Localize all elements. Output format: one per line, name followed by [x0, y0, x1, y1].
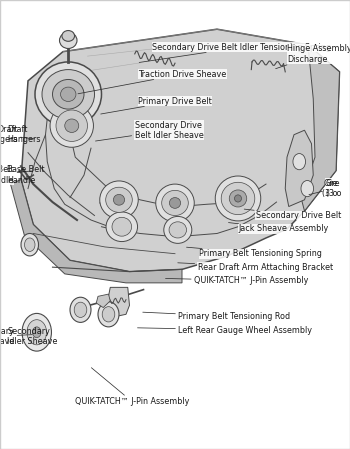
Text: Jack Sheave Assembly: Jack Sheave Assembly — [229, 223, 328, 233]
Ellipse shape — [42, 70, 94, 119]
Ellipse shape — [61, 87, 76, 101]
Text: Secondary Drive Belt Idler Tensioning Spring: Secondary Drive Belt Idler Tensioning Sp… — [139, 43, 331, 62]
Polygon shape — [108, 287, 130, 317]
Text: Left Rear Gauge Wheel Assembly: Left Rear Gauge Wheel Assembly — [138, 326, 313, 335]
Text: QUIK-TATCH™ J-Pin Assembly: QUIK-TATCH™ J-Pin Assembly — [75, 368, 190, 406]
Ellipse shape — [234, 195, 241, 202]
Text: Draft
Hangers: Draft Hangers — [7, 125, 41, 145]
Text: Gre
(3 o: Gre (3 o — [322, 179, 338, 198]
Text: Hinge Assembly
Discharge: Hinge Assembly Discharge — [276, 44, 350, 69]
Ellipse shape — [52, 79, 84, 109]
Ellipse shape — [25, 238, 35, 251]
Ellipse shape — [60, 32, 77, 48]
Text: Ease Belt
Handle: Ease Belt Handle — [7, 165, 44, 185]
Text: Secondary
Idler Sheave: Secondary Idler Sheave — [0, 327, 32, 347]
Ellipse shape — [113, 194, 125, 205]
Ellipse shape — [293, 154, 306, 170]
Polygon shape — [21, 29, 340, 272]
Text: Rear Draft Arm Attaching Bracket: Rear Draft Arm Attaching Bracket — [178, 263, 333, 272]
Ellipse shape — [50, 104, 93, 147]
Text: Secondary
Idler Sheave: Secondary Idler Sheave — [7, 327, 57, 347]
Text: Primary Drive Belt: Primary Drive Belt — [101, 97, 212, 114]
Ellipse shape — [156, 184, 194, 222]
Ellipse shape — [100, 181, 138, 219]
Text: Draft
Hangers: Draft Hangers — [0, 125, 34, 145]
Text: Primary Belt Tensioning Spring: Primary Belt Tensioning Spring — [187, 247, 322, 258]
Ellipse shape — [35, 62, 101, 127]
Ellipse shape — [56, 110, 88, 141]
Ellipse shape — [70, 297, 91, 322]
Text: Primary Belt Tensioning Rod: Primary Belt Tensioning Rod — [143, 312, 290, 321]
Ellipse shape — [106, 212, 138, 242]
Text: Traction Drive Sheave: Traction Drive Sheave — [78, 70, 226, 94]
Polygon shape — [285, 130, 313, 207]
Ellipse shape — [74, 302, 87, 317]
Polygon shape — [301, 45, 340, 211]
Ellipse shape — [98, 302, 119, 327]
Ellipse shape — [301, 180, 314, 197]
Text: Secondary Drive Belt: Secondary Drive Belt — [244, 209, 341, 220]
Ellipse shape — [229, 190, 247, 207]
Polygon shape — [10, 180, 182, 283]
Ellipse shape — [62, 31, 75, 41]
Ellipse shape — [22, 313, 51, 351]
Ellipse shape — [221, 182, 255, 215]
Ellipse shape — [169, 222, 187, 238]
Text: Secondary Drive
Belt Idler Sheave: Secondary Drive Belt Idler Sheave — [96, 120, 203, 141]
Ellipse shape — [27, 320, 47, 345]
Polygon shape — [96, 294, 110, 308]
Ellipse shape — [169, 198, 181, 208]
Text: Ease Belt
Handle: Ease Belt Handle — [0, 165, 32, 185]
Ellipse shape — [102, 307, 115, 322]
Ellipse shape — [112, 217, 132, 236]
Text: Gre
(3 o: Gre (3 o — [309, 179, 341, 198]
Ellipse shape — [162, 190, 188, 216]
Ellipse shape — [215, 176, 261, 221]
Ellipse shape — [106, 187, 132, 212]
Text: QUIK-TATCH™ J-Pin Assembly: QUIK-TATCH™ J-Pin Assembly — [166, 276, 309, 285]
Ellipse shape — [21, 233, 38, 256]
Ellipse shape — [33, 327, 41, 338]
Ellipse shape — [164, 216, 192, 243]
Ellipse shape — [65, 119, 79, 132]
